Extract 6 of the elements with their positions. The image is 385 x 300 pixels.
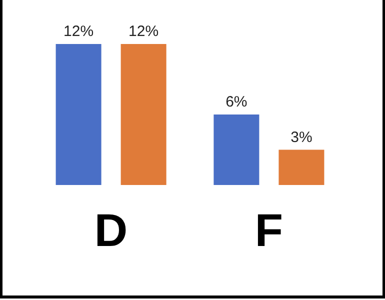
x-tick-label: D — [94, 204, 128, 256]
data-label: 12% — [64, 23, 94, 40]
data-label: 3% — [290, 128, 312, 146]
x-tick-label: F — [254, 204, 283, 256]
data-label: 6% — [226, 94, 248, 110]
data-label: 12% — [128, 23, 159, 40]
